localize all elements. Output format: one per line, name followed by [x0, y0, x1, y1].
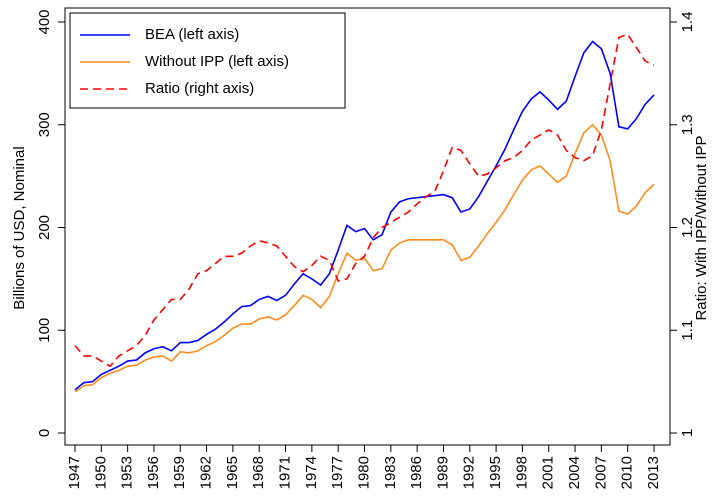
y2-tick-label: 1.2 — [679, 217, 696, 238]
series-line — [74, 40, 655, 391]
x-tick-label: 1947 — [66, 456, 83, 489]
y2-tick-label: 1 — [679, 429, 696, 437]
y-tick-label: 200 — [36, 215, 53, 240]
plot-box — [64, 7, 671, 446]
y-axis-title: Billions of USD, Nominal — [11, 146, 28, 309]
x-tick-label: 1980 — [355, 456, 372, 489]
y2-tick-label: 1.1 — [679, 320, 696, 341]
y-tick-label: 300 — [36, 112, 53, 137]
legend-label: Without IPP (left axis) — [145, 53, 289, 70]
legend-box — [69, 12, 346, 109]
y-tick-label: 0 — [36, 429, 53, 437]
series-line — [74, 33, 655, 368]
x-tick-label: 1983 — [382, 456, 399, 489]
x-tick-label: 1998 — [513, 456, 530, 489]
x-tick-label: 1956 — [145, 456, 162, 489]
x-tick-label: 1986 — [408, 456, 425, 489]
x-tick-label: 1974 — [303, 456, 320, 489]
x-tick-label: 1971 — [277, 456, 294, 489]
x-tick-label: 2010 — [619, 456, 636, 489]
x-tick-label: 1968 — [250, 456, 267, 489]
x-tick-label: 1953 — [119, 456, 136, 489]
legend-label: Ratio (right axis) — [145, 80, 254, 97]
x-tick-label: 1962 — [198, 456, 215, 489]
y2-axis-title: Ratio: With IPP/Without IPP — [693, 135, 710, 320]
x-tick-label: 1995 — [487, 456, 504, 489]
legend-label: BEA (left axis) — [145, 26, 239, 43]
x-tick-label: 1989 — [434, 456, 451, 489]
y-tick-label: 400 — [36, 9, 53, 34]
x-tick-label: 2013 — [645, 456, 662, 489]
y-tick-label: 100 — [36, 318, 53, 343]
x-tick-label: 1977 — [329, 456, 346, 489]
x-tick-label: 2004 — [566, 456, 583, 489]
y2-tick-label: 1.4 — [679, 12, 696, 33]
x-tick-label: 1959 — [171, 456, 188, 489]
x-tick-label: 1950 — [92, 456, 109, 489]
x-tick-label: 2001 — [540, 456, 557, 489]
series-line — [74, 123, 655, 393]
x-tick-label: 1992 — [461, 456, 478, 489]
x-tick-label: 1965 — [224, 456, 241, 489]
y2-tick-label: 1.3 — [679, 114, 696, 135]
x-tick-label: 2007 — [592, 456, 609, 489]
